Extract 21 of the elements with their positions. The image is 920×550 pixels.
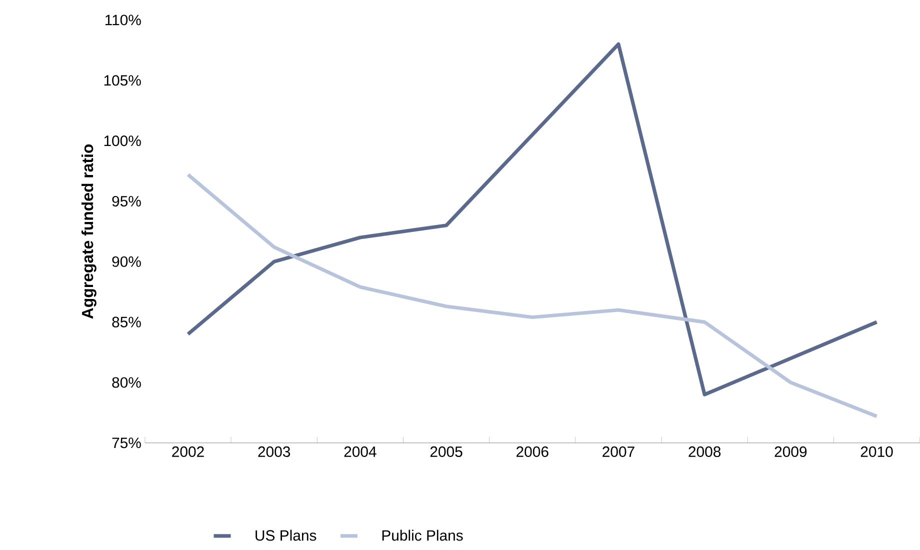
y-tick-label: 95% bbox=[112, 196, 141, 207]
legend-label: US Plans bbox=[256, 530, 316, 541]
line-series bbox=[186, 172, 879, 418]
x-tick-label: 2003 bbox=[258, 446, 290, 458]
x-tick-label: 2004 bbox=[344, 446, 376, 458]
x-tick-label: 2002 bbox=[172, 446, 204, 458]
x-tick-label: 2005 bbox=[430, 446, 462, 458]
x-tick-label: 2009 bbox=[774, 446, 807, 458]
y-tick-label: 80% bbox=[112, 377, 141, 388]
y-tick-label: 110% bbox=[105, 14, 141, 26]
x-tick-label: 2010 bbox=[860, 446, 893, 458]
y-tick-label: 100% bbox=[104, 136, 141, 146]
legend-label: Public Plans bbox=[382, 530, 463, 541]
y-axis-title: Aggregate funded ratio bbox=[81, 144, 96, 319]
y-tick-label: 75% bbox=[112, 438, 141, 448]
x-tick-label: 2008 bbox=[688, 446, 721, 458]
y-tick-label: 90% bbox=[112, 256, 141, 267]
x-tick-label: 2006 bbox=[516, 446, 548, 458]
y-tick-label: 85% bbox=[112, 316, 141, 328]
x-tick-label: 2007 bbox=[602, 446, 634, 458]
y-tick-label: 105% bbox=[104, 75, 141, 86]
